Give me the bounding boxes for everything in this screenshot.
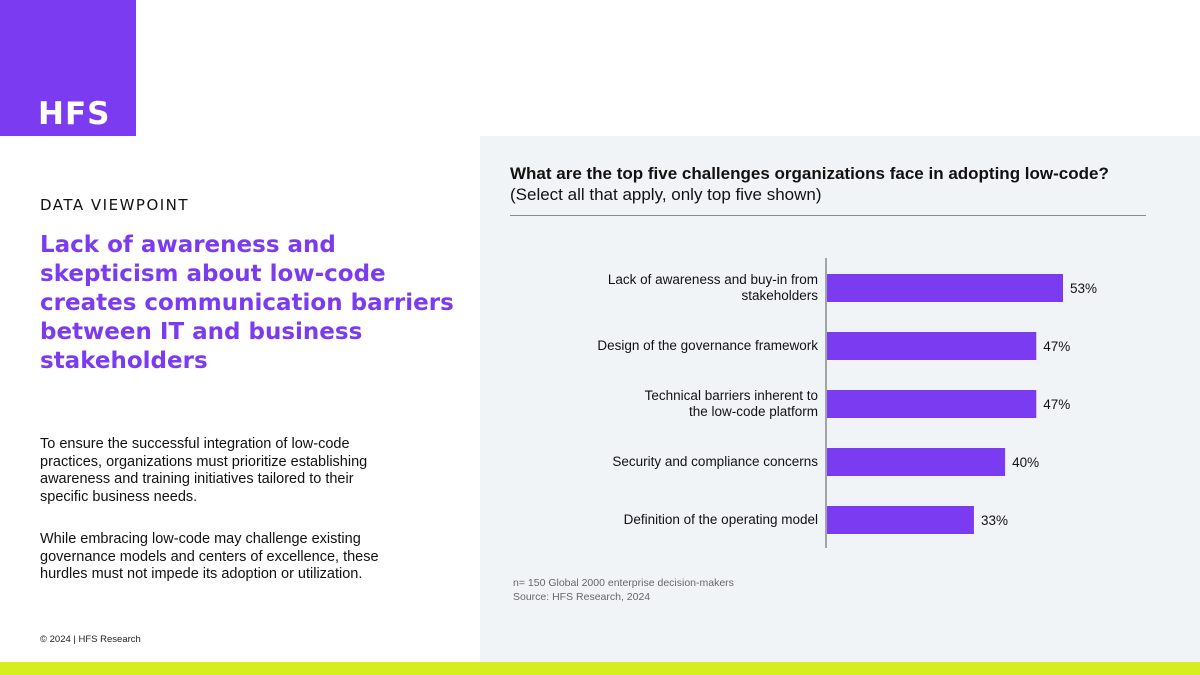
- bar-value-label: 53%: [1070, 281, 1097, 296]
- hfs-logo: HFS: [38, 96, 111, 132]
- footer-accent-bar: [0, 662, 1200, 675]
- bar: [827, 506, 974, 534]
- logo-block: HFS: [0, 0, 136, 136]
- category-label: Design of the governance framework: [597, 338, 818, 353]
- bar-value-label: 40%: [1012, 455, 1039, 470]
- sample-note: n= 150 Global 2000 enterprise decision-m…: [513, 577, 734, 589]
- bar-value-label: 47%: [1043, 397, 1070, 412]
- copyright: © 2024 | HFS Research: [40, 634, 141, 645]
- bar: [827, 448, 1006, 476]
- source-note: Source: HFS Research, 2024: [513, 591, 651, 603]
- headline: Lack of awareness and skepticism about l…: [40, 232, 454, 374]
- bar: [827, 390, 1037, 418]
- bar: [827, 274, 1063, 302]
- bar-value-label: 33%: [981, 513, 1008, 528]
- category-label: Lack of awareness and buy-in from stakeho…: [608, 272, 818, 303]
- body-paragraph-2: While embracing low-code may challenge e…: [40, 531, 379, 582]
- bar: [827, 332, 1037, 360]
- body-paragraph-1: To ensure the successful integration of …: [40, 436, 368, 505]
- chart-subtitle: (Select all that apply, only top five sh…: [510, 185, 822, 204]
- section-kicker: DATA VIEWPOINT: [40, 196, 190, 214]
- category-label: Security and compliance concerns: [612, 454, 818, 469]
- chart-title: What are the top five challenges organiz…: [510, 164, 1109, 183]
- category-label: Definition of the operating model: [624, 512, 818, 527]
- bar-value-label: 47%: [1043, 339, 1070, 354]
- bar-chart: 53% Lack of awareness and buy-in from stak…: [597, 258, 1097, 548]
- title-divider: [510, 215, 1146, 216]
- category-label: Technical barriers inherent to the low-co…: [645, 388, 818, 419]
